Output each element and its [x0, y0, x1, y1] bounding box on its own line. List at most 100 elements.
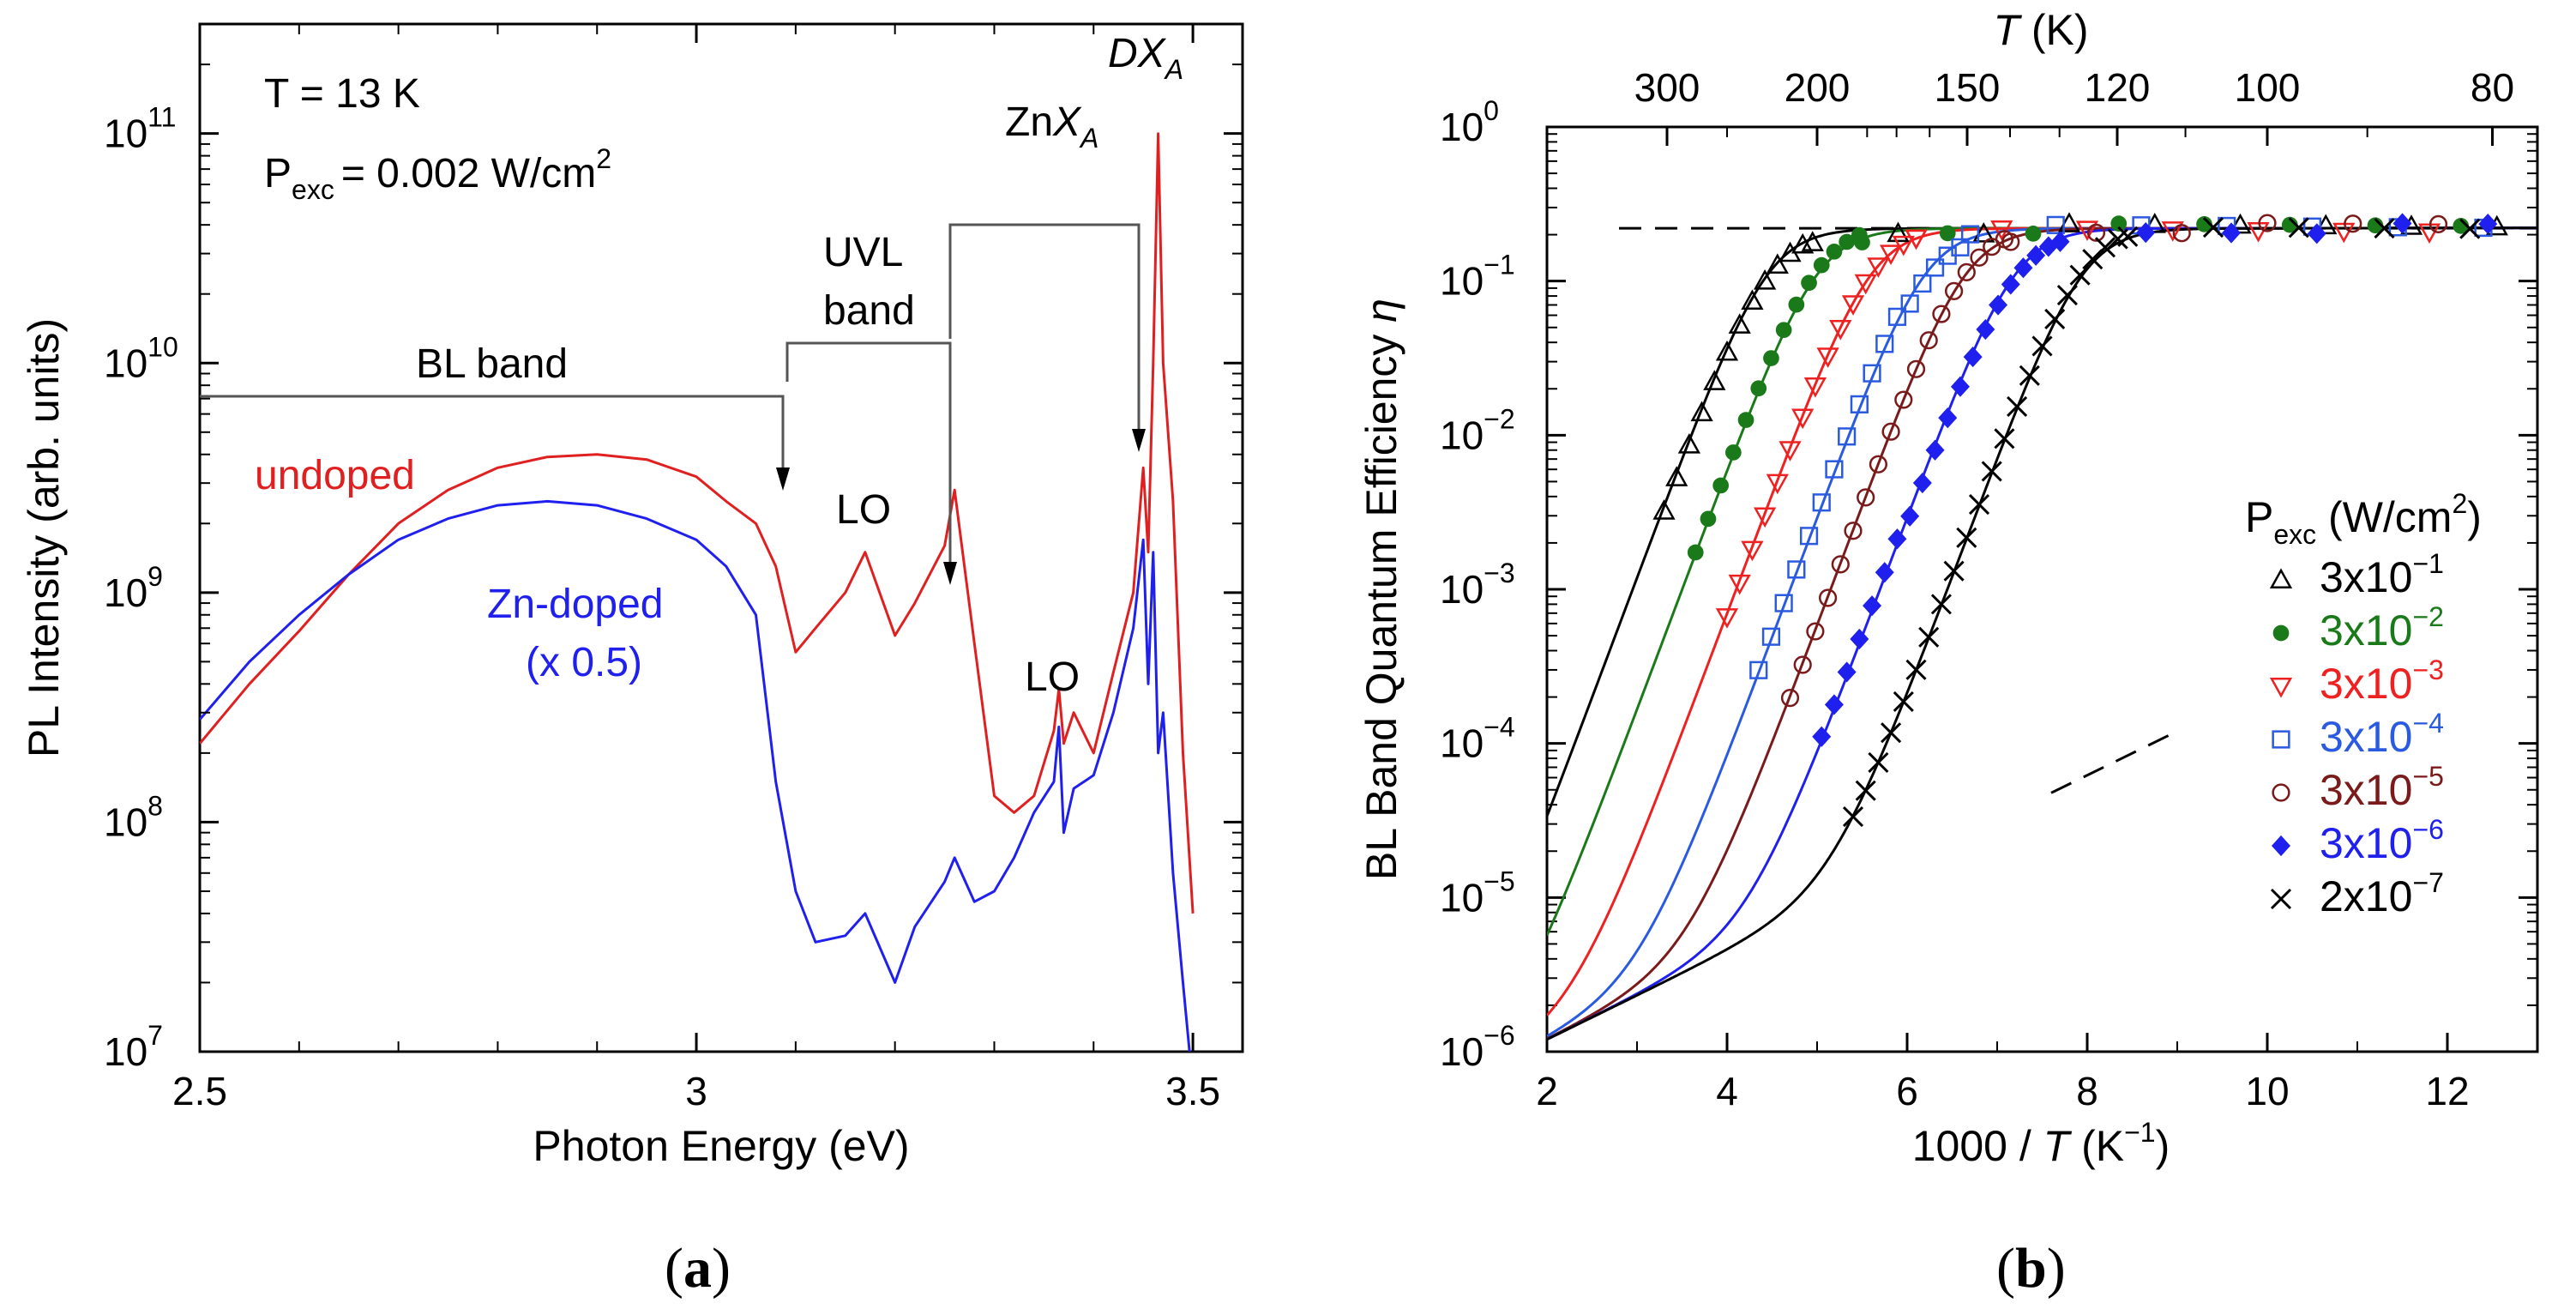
legend-marker-7 [2270, 888, 2292, 910]
data-point [1875, 562, 1894, 583]
data-point [1763, 350, 1779, 366]
data-point [1912, 472, 1932, 494]
data-point [1863, 364, 1881, 383]
data-point [1900, 505, 1920, 527]
data-point [1737, 412, 1754, 428]
data-point [1925, 439, 1945, 461]
data-point [1780, 689, 1800, 708]
panel-b-x-tick-label: 10 [2245, 1069, 2289, 1113]
panel-b-top-tick-label: 300 [1634, 65, 1700, 110]
data-point [1932, 305, 1951, 323]
zn-doped-series-label-line1: Zn-doped [487, 582, 663, 627]
data-point [2478, 213, 2498, 235]
data-point [2117, 226, 2139, 247]
data-point [2075, 220, 2099, 241]
data-point [2013, 257, 2033, 279]
data-point [1960, 225, 1980, 244]
data-point [1976, 318, 1995, 341]
data-point [2281, 216, 2298, 233]
data-point [1963, 346, 1983, 368]
data-point [1787, 560, 1806, 579]
legend-marker-4 [2272, 730, 2290, 749]
data-point [1906, 359, 1926, 378]
data-point [1879, 244, 1903, 266]
data-point [1753, 507, 1777, 528]
data-point [1887, 528, 1907, 550]
panel-b-x-tick-label: 4 [1716, 1069, 1738, 1113]
data-point [1753, 268, 1777, 290]
data-point [1981, 461, 2002, 482]
legend-label-3: 3x10−3 [2320, 654, 2444, 708]
data-point [1945, 281, 1964, 300]
data-point [2222, 222, 2241, 244]
data-point [2007, 395, 2028, 417]
data-point [2136, 221, 2156, 244]
data-point [1968, 493, 1990, 516]
data-point [1839, 233, 1855, 250]
uvl-band-label-line2: band [823, 288, 915, 334]
data-point [1665, 466, 1688, 486]
series-1-markers [1652, 212, 2508, 520]
data-point [1712, 477, 1729, 494]
data-point [1951, 238, 1970, 256]
series-5-markers [1780, 214, 2448, 708]
lo-label-lower: LO [1025, 654, 1080, 700]
lo-label-upper: LO [836, 487, 891, 533]
data-point [1919, 331, 1938, 350]
uvl-band-arrowhead [943, 562, 957, 585]
data-point [2459, 218, 2481, 239]
data-point [2046, 215, 2065, 234]
bl-band-arrowhead [776, 467, 790, 491]
zn-doped-series-line [200, 499, 1191, 1052]
data-point [1863, 595, 1882, 617]
data-point [2258, 214, 2277, 232]
data-point [1869, 455, 1887, 474]
data-point [1690, 401, 1713, 422]
data-point [1799, 527, 1819, 546]
data-point [1850, 628, 1869, 650]
data-point [2019, 365, 2040, 386]
panel-a-y-tick-label: 109 [104, 561, 163, 615]
data-point [1831, 555, 1850, 574]
panel-a-xlabel: Photon Energy (eV) [533, 1122, 909, 1170]
data-point [1816, 347, 1839, 368]
data-point [1687, 544, 1704, 561]
panel-a-y-tick-label: 1010 [104, 331, 178, 385]
panel-b-y-tick-label: 10−1 [1440, 250, 1515, 304]
panel-b-xlabel: 1000 / T (K−1) [1912, 1117, 2170, 1170]
data-point [1894, 390, 1913, 409]
data-point [2001, 274, 2020, 295]
data-point [1813, 256, 1830, 274]
data-point [1957, 262, 1976, 281]
data-point [1938, 407, 1958, 429]
panel-b-top-xlabel: T (K) [1993, 6, 2088, 54]
data-point [1900, 294, 1919, 313]
data-point [1824, 694, 1844, 715]
series-2-markers [1687, 215, 2470, 561]
data-point [1766, 253, 1789, 274]
data-point [1700, 510, 1717, 528]
panel-b-x-tick-label: 12 [2425, 1069, 2469, 1113]
data-point [1774, 594, 1793, 612]
data-point [1841, 295, 1865, 316]
data-point [2094, 237, 2116, 258]
data-point [1791, 408, 1815, 430]
data-point [1826, 243, 1843, 260]
data-point [1779, 441, 1802, 461]
legend-marker-1 [2269, 568, 2293, 589]
data-point [1943, 560, 1965, 582]
data-point [2044, 308, 2066, 330]
data-point [2069, 264, 2091, 286]
panel-b-y-tick-label: 10−3 [1440, 558, 1515, 612]
panel-a-frame [198, 22, 1244, 1053]
data-point [1994, 428, 2015, 449]
data-point [1881, 422, 1900, 441]
legend-marker-6 [2272, 835, 2290, 857]
bl-band-bracket [200, 395, 785, 467]
data-point [1913, 274, 1932, 293]
panel-b-top-tick-label: 120 [2085, 65, 2151, 110]
data-point [1812, 493, 1831, 512]
panel-a-y-tick-label: 1011 [104, 102, 176, 156]
data-point [1725, 444, 1742, 461]
data-point [1741, 540, 1764, 562]
